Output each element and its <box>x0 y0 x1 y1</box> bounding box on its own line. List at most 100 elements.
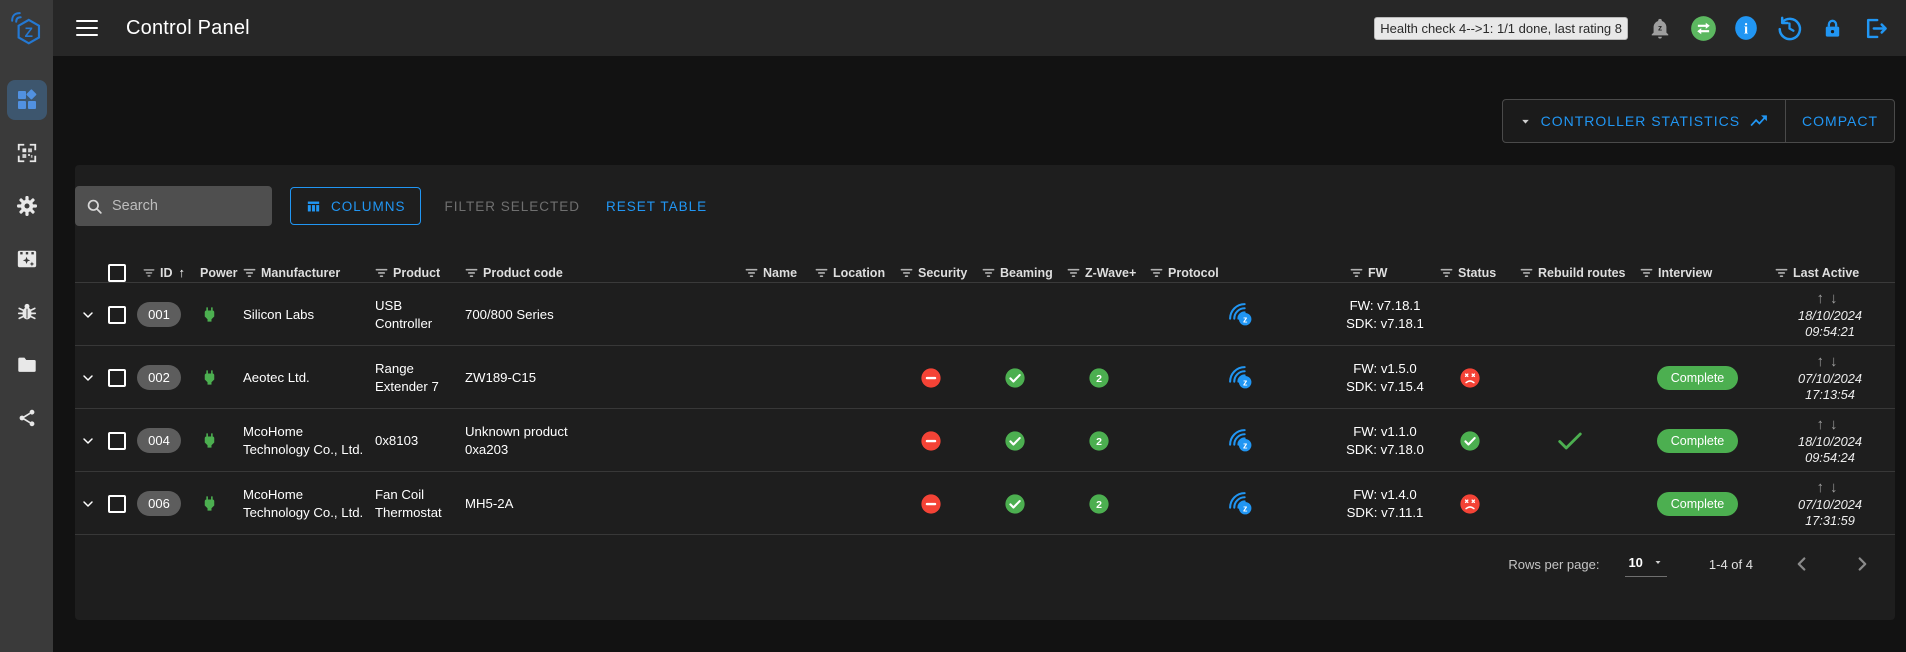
menu-icon[interactable] <box>76 20 98 36</box>
widgets-icon <box>17 89 36 109</box>
protocol-cell: z <box>1140 283 1340 346</box>
beaming-cell <box>972 409 1057 472</box>
location-cell <box>805 346 890 409</box>
table-row: 002 Aeotec Ltd. Range Extender 7 ZW189-C15 2… <box>75 346 1895 409</box>
column-header-last-active[interactable]: Last Active <box>1775 265 1860 280</box>
expand-row-button[interactable] <box>75 283 101 346</box>
last-active-cell: ↑↓ 07/10/2024 17:13:54 <box>1797 353 1863 402</box>
checkbox[interactable] <box>108 431 126 450</box>
ping-arrows-icon[interactable]: ↑↓ <box>1816 416 1844 433</box>
table-body: 001 Silicon Labs USB Controller 700/800 Ser… <box>75 283 1895 535</box>
select-all-checkbox[interactable] <box>101 241 133 304</box>
search-icon <box>87 199 102 214</box>
sidebar-item-settings[interactable] <box>7 186 47 226</box>
checkbox[interactable] <box>108 368 126 387</box>
row-checkbox[interactable] <box>101 283 133 346</box>
expand-row-button[interactable] <box>75 472 101 535</box>
lock-icon[interactable] <box>1817 13 1847 43</box>
bell-sleep-icon[interactable]: z <box>1645 13 1675 43</box>
power-cell <box>185 346 233 409</box>
checkbox[interactable] <box>108 494 126 513</box>
column-header-status[interactable]: Status <box>1440 265 1497 280</box>
status-cell <box>1430 409 1510 472</box>
beaming-cell <box>972 283 1057 346</box>
filter-selected-button[interactable]: FILTER SELECTED <box>444 198 581 214</box>
svg-text:2: 2 <box>1096 372 1102 384</box>
reset-table-button[interactable]: RESET TABLE <box>606 198 708 214</box>
columns-button[interactable]: COLUMNS <box>290 187 421 225</box>
sidebar-item-smart-start[interactable] <box>7 133 47 173</box>
firmware-cell: FW: v1.5.0 SDK: v7.15.4 <box>1346 361 1424 394</box>
expand-row-button[interactable] <box>75 346 101 409</box>
ping-arrows-icon[interactable]: ↑↓ <box>1816 479 1844 496</box>
logout-icon[interactable] <box>1860 13 1890 43</box>
svg-text:z: z <box>1658 24 1662 33</box>
sidebar-item-control-panel[interactable] <box>6 80 47 120</box>
controller-statistics-button[interactable]: CONTROLLER STATISTICS <box>1503 100 1785 142</box>
column-header-security[interactable]: Security <box>900 265 968 280</box>
product-code-cell: Unknown product 0xa203 <box>465 423 568 457</box>
top-app-bar: Z Control Panel Health check 4-->1: 1/1 … <box>0 0 1906 56</box>
row-checkbox[interactable] <box>101 346 133 409</box>
column-header-rebuild-routes[interactable]: Rebuild routes <box>1520 265 1626 280</box>
swap-horizontal-icon[interactable] <box>1688 13 1718 43</box>
security-cell <box>890 346 972 409</box>
interview-status-badge: Complete <box>1656 365 1739 390</box>
sidebar-item-store[interactable] <box>7 345 47 385</box>
column-header-name[interactable]: Name <box>745 265 798 280</box>
info-icon[interactable]: i <box>1731 13 1761 43</box>
next-page-button[interactable] <box>1851 553 1873 575</box>
checkbox[interactable] <box>108 305 126 324</box>
sidebar-nav <box>0 56 53 652</box>
rebuild-routes-cell <box>1510 346 1630 409</box>
column-header-manufacturer[interactable]: Manufacturer <box>243 265 341 280</box>
column-header-power[interactable]: Power <box>200 265 238 280</box>
manufacturer-cell: Aeotec Ltd. <box>243 369 310 385</box>
column-header-z-wave[interactable]: Z-Wave+ <box>1067 265 1137 280</box>
expand-row-button[interactable] <box>75 409 101 472</box>
last-active-cell: ↑↓ 18/10/2024 09:54:21 <box>1797 290 1863 339</box>
location-cell <box>805 409 890 472</box>
location-cell <box>805 283 890 346</box>
svg-text:z: z <box>1242 440 1247 450</box>
zwave-plus-cell: 2 <box>1057 346 1140 409</box>
row-checkbox[interactable] <box>101 409 133 472</box>
history-icon[interactable] <box>1774 13 1804 43</box>
nodes-table-card: COLUMNS FILTER SELECTED RESET TABLE ID↑ P… <box>75 165 1895 620</box>
table-row: 004 McoHome Technology Co., Ltd. 0x8103 Unk… <box>75 409 1895 472</box>
compact-button[interactable]: COMPACT <box>1802 113 1878 129</box>
sidebar-item-scenes[interactable] <box>7 239 47 279</box>
interview-cell <box>1630 283 1765 346</box>
column-header-product-code[interactable]: Product code <box>465 265 563 280</box>
search-input-wrap <box>75 186 272 226</box>
column-header-interview[interactable]: Interview <box>1640 265 1713 280</box>
node-id-badge: 001 <box>133 283 185 346</box>
row-checkbox[interactable] <box>101 472 133 535</box>
checkbox[interactable] <box>108 263 126 282</box>
column-header-id[interactable]: ID ↑ <box>143 265 185 280</box>
qrcode-scan-icon <box>17 143 36 163</box>
status-cell <box>1430 346 1510 409</box>
column-header-protocol[interactable]: Protocol <box>1150 265 1219 280</box>
security-cell <box>890 283 972 346</box>
sidebar-item-network-graph[interactable] <box>7 398 47 438</box>
column-header-product[interactable]: Product <box>375 265 441 280</box>
column-header-beaming[interactable]: Beaming <box>982 265 1053 280</box>
column-header-location[interactable]: Location <box>815 265 886 280</box>
search-input[interactable] <box>112 198 252 214</box>
beaming-cell <box>972 346 1057 409</box>
product-code-cell: MH5-2A <box>465 495 514 511</box>
sidebar-item-debug[interactable] <box>7 292 47 332</box>
rebuild-routes-cell <box>1510 409 1630 472</box>
ping-arrows-icon[interactable]: ↑↓ <box>1816 290 1844 307</box>
column-header-fw[interactable]: FW <box>1350 265 1388 280</box>
ping-arrows-icon[interactable]: ↑↓ <box>1816 353 1844 370</box>
previous-page-button[interactable] <box>1791 553 1813 575</box>
rows-per-page-select[interactable]: 10 <box>1625 552 1667 577</box>
svg-text:i: i <box>1744 21 1748 37</box>
firmware-cell: FW: v1.4.0 SDK: v7.11.1 <box>1346 487 1424 520</box>
product-cell: Range Extender 7 <box>375 360 439 394</box>
table-footer: Rows per page: 10 1-4 of 4 <box>75 535 1895 593</box>
last-active-cell: ↑↓ 18/10/2024 09:54:24 <box>1797 416 1863 465</box>
